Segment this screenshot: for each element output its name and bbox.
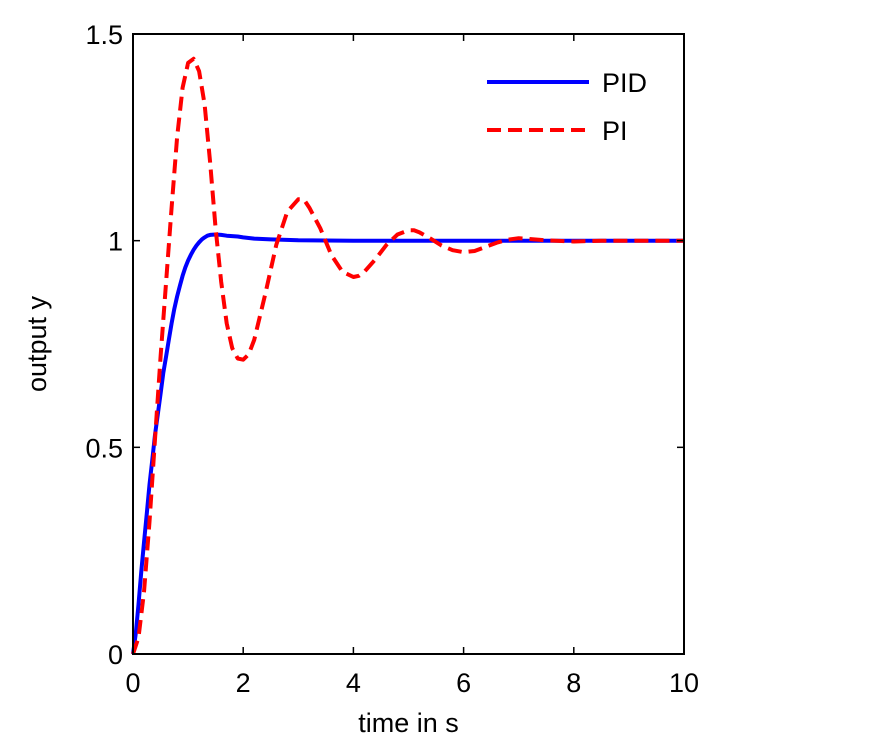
ticks-layer: 0 2 4 6 8 10 0 0.5 1 1.5 xyxy=(85,20,699,698)
series-line-pi xyxy=(131,56,684,655)
legend-label-pid: PID xyxy=(602,68,647,98)
x-tick-label: 4 xyxy=(346,668,361,698)
y-axis-title: output y xyxy=(22,295,52,392)
legend: PID PI xyxy=(487,68,647,146)
y-tick-label: 1.5 xyxy=(85,20,123,50)
y-tick-label: 1 xyxy=(108,227,123,257)
y-tick-label: 0 xyxy=(108,640,123,670)
x-tick-label: 0 xyxy=(125,668,140,698)
legend-label-pi: PI xyxy=(602,116,628,146)
x-tick-label: 6 xyxy=(456,668,471,698)
x-tick-label: 2 xyxy=(236,668,251,698)
series-layer xyxy=(131,56,684,655)
plot-frame xyxy=(132,33,685,655)
x-tick-label: 8 xyxy=(566,668,581,698)
x-tick-label: 10 xyxy=(669,668,699,698)
y-tick-label: 0.5 xyxy=(85,433,123,463)
x-axis-title: time in s xyxy=(358,708,459,738)
